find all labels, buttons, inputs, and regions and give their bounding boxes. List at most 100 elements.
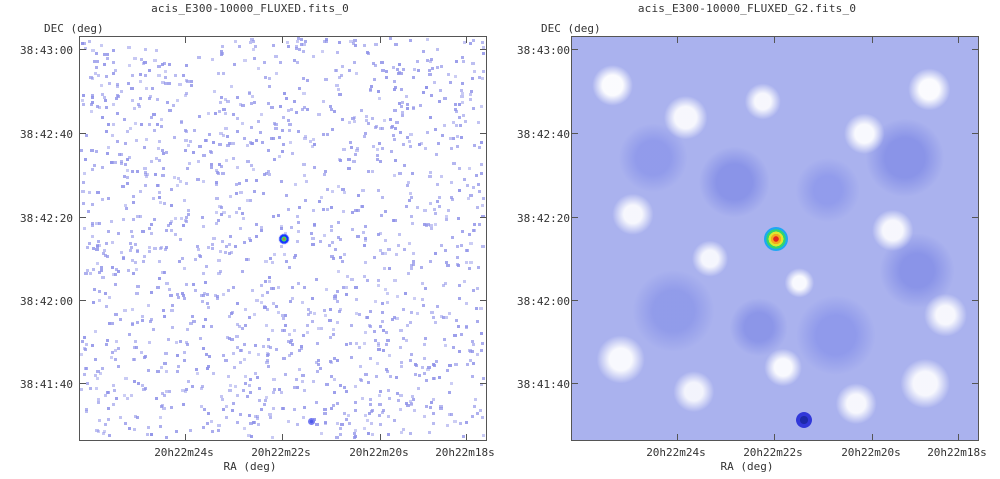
raw-count-dot — [413, 409, 416, 412]
raw-count-dot — [98, 106, 101, 109]
raw-count-dot — [90, 149, 94, 152]
raw-count-dot — [287, 109, 290, 112]
raw-count-dot — [101, 93, 104, 96]
raw-count-dot — [408, 199, 411, 202]
raw-count-dot — [91, 344, 94, 347]
raw-count-dot — [153, 129, 156, 132]
raw-count-dot — [460, 244, 463, 247]
raw-count-dot — [98, 290, 101, 293]
raw-count-dot — [241, 270, 244, 273]
raw-count-dot — [280, 225, 283, 228]
raw-count-dot — [381, 147, 384, 150]
raw-count-dot — [110, 356, 113, 359]
left-image-frame[interactable] — [79, 36, 487, 441]
raw-count-dot — [445, 215, 448, 218]
raw-count-dot — [249, 141, 252, 144]
raw-count-dot — [195, 368, 198, 371]
right-image-panel: acis_E300-10000_FLUXED_G2.fits_0 DEC (de… — [497, 0, 997, 479]
raw-count-dot — [426, 38, 429, 41]
raw-count-dot — [450, 196, 453, 199]
raw-count-dot — [254, 372, 257, 375]
raw-count-dot — [354, 429, 357, 432]
raw-count-dot — [103, 430, 106, 433]
raw-count-dot — [86, 382, 89, 385]
raw-count-dot — [302, 92, 306, 95]
raw-count-dot — [249, 199, 252, 202]
raw-count-dot — [84, 47, 87, 50]
raw-count-dot — [126, 176, 129, 179]
raw-count-dot — [253, 421, 256, 424]
raw-count-dot — [124, 377, 128, 380]
raw-count-dot — [330, 225, 333, 228]
raw-count-dot — [240, 349, 243, 352]
raw-count-dot — [377, 233, 380, 236]
raw-count-dot — [463, 280, 466, 283]
raw-count-dot — [155, 157, 158, 160]
raw-count-dot — [274, 123, 278, 126]
raw-count-dot — [131, 308, 134, 311]
raw-count-dot — [412, 76, 415, 79]
raw-count-dot — [200, 294, 203, 297]
raw-count-dot — [186, 80, 190, 83]
raw-count-dot — [342, 286, 345, 289]
raw-count-dot — [421, 282, 424, 285]
raw-count-dot — [296, 40, 299, 43]
raw-count-dot — [323, 412, 327, 415]
raw-count-dot — [177, 296, 180, 299]
raw-count-dot — [132, 358, 135, 361]
raw-count-dot — [126, 158, 129, 161]
raw-count-dot — [162, 309, 165, 312]
raw-count-dot — [438, 205, 441, 208]
raw-count-dot — [176, 184, 179, 187]
raw-count-dot — [257, 120, 260, 123]
raw-count-dot — [420, 142, 423, 145]
raw-count-dot — [336, 300, 339, 303]
right-y-tick-42-40: 38:42:40 — [517, 128, 570, 141]
raw-count-dot — [334, 69, 337, 72]
raw-count-dot — [103, 53, 106, 56]
raw-count-dot — [417, 387, 420, 390]
raw-count-dot — [420, 266, 423, 269]
raw-count-dot — [136, 249, 139, 252]
raw-count-dot — [459, 422, 462, 425]
raw-count-dot — [317, 363, 320, 366]
raw-count-dot — [447, 209, 450, 212]
raw-count-dot — [137, 382, 140, 385]
raw-count-dot — [155, 397, 158, 400]
raw-count-dot — [202, 154, 206, 157]
right-y-tick-43-00: 38:43:00 — [517, 44, 570, 57]
raw-count-dot — [331, 190, 334, 193]
raw-count-dot — [119, 318, 122, 321]
raw-count-dot — [297, 230, 300, 233]
raw-count-dot — [269, 416, 272, 419]
raw-count-dot — [111, 351, 114, 354]
raw-count-dot — [418, 143, 421, 146]
raw-count-dot — [282, 357, 286, 360]
raw-count-dot — [370, 422, 373, 425]
right-image-frame[interactable] — [571, 36, 979, 441]
raw-count-dot — [406, 136, 409, 139]
raw-count-dot — [196, 372, 199, 375]
raw-count-dot — [91, 49, 95, 52]
raw-count-dot — [384, 239, 387, 242]
raw-count-dot — [144, 74, 147, 77]
raw-count-dot — [142, 62, 145, 65]
raw-count-dot — [273, 158, 276, 161]
raw-count-dot — [429, 406, 432, 409]
raw-count-dot — [111, 241, 114, 244]
raw-count-dot — [230, 312, 233, 315]
raw-count-dot — [371, 170, 374, 173]
raw-count-dot — [136, 416, 139, 419]
raw-count-dot — [107, 407, 110, 410]
raw-count-dot — [244, 375, 247, 378]
raw-count-dot — [238, 45, 241, 48]
raw-count-dot — [184, 390, 187, 393]
raw-count-dot — [405, 402, 408, 405]
raw-count-dot — [233, 366, 236, 369]
raw-count-dot — [294, 254, 297, 257]
raw-count-dot — [190, 80, 193, 83]
raw-count-dot — [305, 180, 308, 183]
raw-count-dot — [266, 352, 269, 355]
raw-count-dot — [377, 279, 380, 282]
raw-count-dot — [298, 349, 301, 352]
